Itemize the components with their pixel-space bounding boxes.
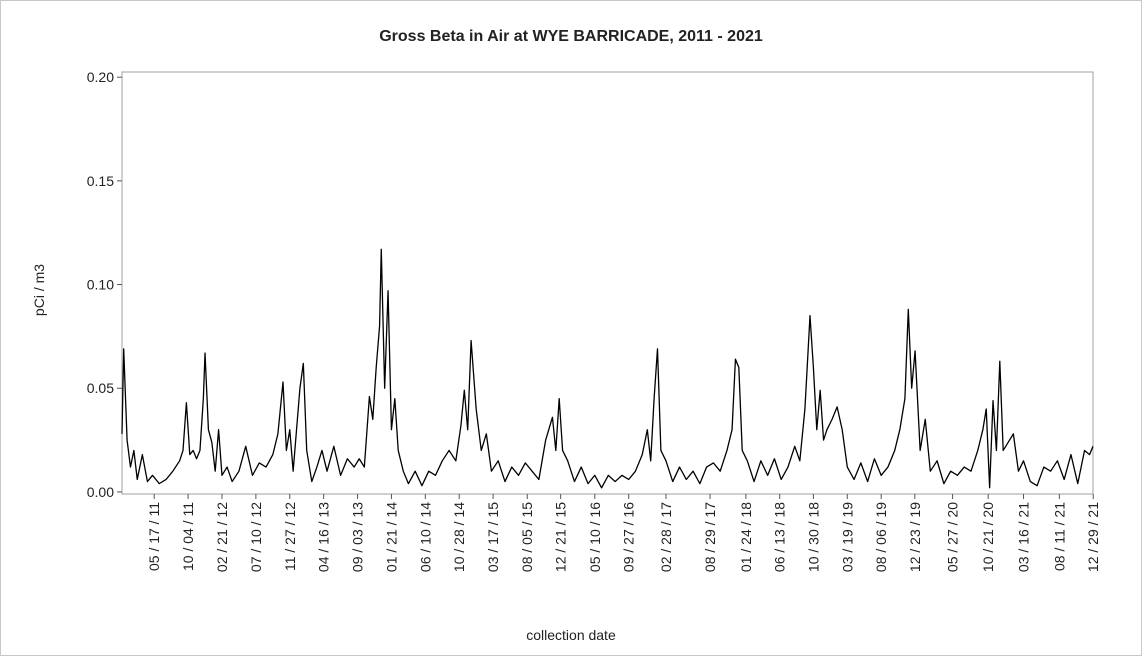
- x-tick-label: 07 / 10 / 12: [248, 502, 264, 572]
- x-tick-label: 10 / 04 / 11: [180, 502, 196, 571]
- chart-title: Gross Beta in Air at WYE BARRICADE, 2011…: [379, 28, 763, 45]
- x-tick-label: 06 / 10 / 14: [417, 502, 433, 572]
- x-tick-label: 12 / 29 / 21: [1085, 502, 1101, 572]
- data-line: [121, 248, 1094, 489]
- x-tick-label: 09 / 03 / 13: [350, 502, 366, 572]
- x-tick-label: 08 / 11 / 21: [1051, 502, 1067, 571]
- x-tick-label: 01 / 24 / 18: [738, 502, 754, 572]
- y-tick-label: 0.00: [87, 484, 114, 500]
- x-tick-label: 03 / 17 / 15: [485, 502, 501, 572]
- y-tick-label: 0.05: [87, 380, 114, 396]
- x-tick-label: 08 / 29 / 17: [702, 502, 718, 572]
- x-tick-label: 01 / 21 / 14: [383, 502, 399, 572]
- x-tick-label: 11 / 27 / 12: [282, 502, 298, 571]
- plot-area: [121, 71, 1094, 495]
- x-tick-label: 04 / 16 / 13: [316, 502, 332, 572]
- y-tick-label: 0.20: [87, 69, 114, 85]
- x-tick-label: 05 / 17 / 11: [146, 502, 162, 571]
- x-tick-label: 05 / 10 / 16: [587, 502, 603, 572]
- x-tick-label: 02 / 21 / 12: [214, 502, 230, 572]
- x-tick-label: 09 / 27 / 16: [621, 502, 637, 572]
- x-tick-label: 03 / 19 / 19: [839, 502, 855, 572]
- x-tick-label: 10 / 28 / 14: [451, 502, 467, 572]
- y-tick-label: 0.10: [87, 277, 114, 293]
- x-tick-label: 12 / 23 / 19: [907, 502, 923, 572]
- x-tick-label: 06 / 13 / 18: [772, 502, 788, 572]
- x-tick-label: 08 / 06 / 19: [873, 502, 889, 572]
- y-axis-label: pCi / m3: [31, 264, 47, 316]
- x-axis-label: collection date: [526, 627, 616, 643]
- x-tick-label: 05 / 27 / 20: [945, 502, 961, 572]
- x-tick-label: 10 / 30 / 18: [805, 502, 821, 572]
- y-tick-label: 0.15: [87, 173, 114, 189]
- x-tick-label: 10 / 21 / 20: [980, 502, 996, 572]
- x-tick-label: 08 / 05 / 15: [519, 502, 535, 572]
- x-tick-label: 03 / 16 / 21: [1016, 502, 1032, 572]
- x-tick-label: 12 / 21 / 15: [553, 502, 569, 572]
- x-tick-label: 02 / 28 / 17: [658, 502, 674, 572]
